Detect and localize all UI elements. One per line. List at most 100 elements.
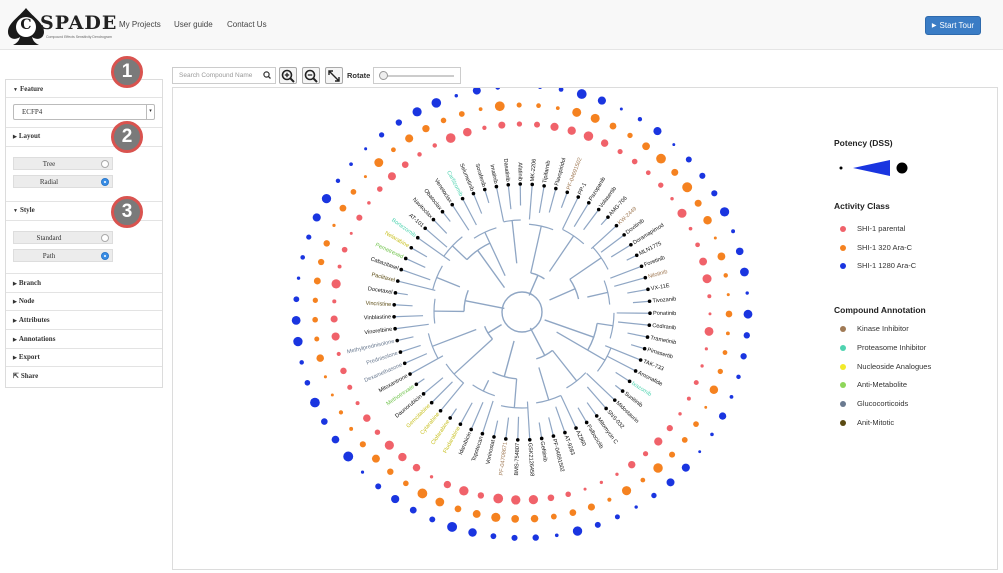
potency-dot[interactable] — [710, 385, 718, 393]
potency-dot[interactable] — [491, 533, 497, 539]
potency-dot[interactable] — [703, 216, 712, 225]
potency-dot[interactable] — [433, 143, 437, 147]
zoom-out-button[interactable] — [302, 67, 320, 84]
compound-label[interactable]: Tipifarnib — [542, 160, 552, 184]
potency-dot[interactable] — [727, 293, 730, 296]
potency-dot[interactable] — [677, 209, 686, 218]
leaf-node[interactable] — [628, 380, 632, 384]
leaf-node[interactable] — [648, 311, 652, 315]
potency-dot[interactable] — [312, 317, 318, 323]
potency-dot[interactable] — [511, 515, 519, 523]
leaf-node[interactable] — [635, 253, 639, 257]
potency-dot[interactable] — [640, 478, 645, 483]
feature-select[interactable]: ECFP4 ▾ — [13, 104, 155, 120]
leaf-node[interactable] — [629, 243, 633, 247]
potency-dot[interactable] — [413, 107, 422, 116]
leaf-node[interactable] — [492, 435, 496, 439]
start-tour-button[interactable]: ▶ Start Tour — [925, 16, 981, 35]
potency-dot[interactable] — [653, 463, 662, 472]
potency-dot[interactable] — [332, 332, 340, 340]
leaf-node[interactable] — [640, 264, 644, 268]
compound-label[interactable]: TAK-733 — [642, 359, 664, 373]
potency-dot[interactable] — [615, 473, 618, 476]
compound-label[interactable]: Afatinib — [516, 162, 522, 181]
potency-dot[interactable] — [417, 489, 427, 499]
potency-dot[interactable] — [430, 475, 433, 478]
leaf-node[interactable] — [604, 407, 608, 411]
potency-dot[interactable] — [694, 380, 699, 385]
leaf-node[interactable] — [439, 409, 443, 413]
potency-dot[interactable] — [670, 197, 673, 200]
potency-dot[interactable] — [591, 114, 600, 123]
annotations-section-header[interactable]: ▶Annotations — [6, 335, 162, 343]
potency-dot[interactable] — [717, 253, 725, 261]
potency-dot[interactable] — [730, 395, 734, 399]
share-section-header[interactable]: ⇱Share — [6, 372, 162, 380]
potency-dot[interactable] — [417, 152, 421, 156]
potency-dot[interactable] — [349, 427, 353, 431]
potency-dot[interactable] — [654, 437, 662, 445]
potency-dot[interactable] — [740, 353, 746, 359]
node-section-header[interactable]: ▶Node — [6, 297, 162, 305]
potency-dot[interactable] — [473, 88, 481, 95]
potency-dot[interactable] — [699, 258, 707, 266]
potency-dot[interactable] — [403, 481, 409, 487]
compound-label[interactable]: PF-04691502 — [551, 438, 565, 472]
potency-dot[interactable] — [324, 375, 327, 378]
leaf-node[interactable] — [392, 315, 396, 319]
compound-label[interactable]: Flavopiridol — [554, 157, 567, 186]
potency-dot[interactable] — [559, 88, 564, 92]
compound-label[interactable]: Docetaxel — [367, 286, 392, 296]
potency-dot[interactable] — [356, 401, 360, 405]
search-icon[interactable] — [263, 68, 271, 88]
potency-dot[interactable] — [711, 190, 717, 196]
leaf-node[interactable] — [554, 187, 558, 191]
potency-dot[interactable] — [321, 418, 328, 425]
potency-dot[interactable] — [628, 461, 635, 468]
potency-dot[interactable] — [656, 154, 666, 164]
potency-dot[interactable] — [740, 268, 749, 277]
potency-dot[interactable] — [573, 526, 582, 535]
potency-dot[interactable] — [306, 234, 311, 239]
potency-dot[interactable] — [463, 128, 472, 137]
leaf-node[interactable] — [530, 183, 534, 187]
potency-dot[interactable] — [517, 102, 522, 107]
compound-label[interactable]: Paclitaxel — [371, 272, 396, 284]
compound-label[interactable]: Nilotinib — [648, 269, 669, 280]
leaf-node[interactable] — [430, 401, 434, 405]
potency-dot[interactable] — [556, 106, 560, 110]
potency-dot[interactable] — [622, 486, 631, 495]
potency-dot[interactable] — [299, 360, 303, 364]
leaf-node[interactable] — [450, 203, 454, 207]
potency-dot[interactable] — [429, 516, 435, 522]
leaf-node[interactable] — [481, 432, 485, 436]
potency-dot[interactable] — [618, 149, 623, 154]
potency-dot[interactable] — [339, 410, 343, 414]
potency-dot[interactable] — [705, 347, 708, 350]
compound-label[interactable]: AT-9283 — [563, 435, 576, 457]
leaf-node[interactable] — [648, 323, 652, 327]
potency-dot[interactable] — [379, 132, 384, 137]
compound-label[interactable]: GSK2126458 — [526, 443, 534, 477]
potency-dot[interactable] — [689, 227, 693, 231]
leaf-node[interactable] — [597, 208, 601, 212]
potency-dot[interactable] — [402, 161, 409, 168]
compound-label[interactable]: Cabazitaxel — [370, 257, 400, 272]
compound-search-input[interactable]: Search Compound Name — [172, 67, 276, 84]
potency-dot[interactable] — [726, 311, 733, 318]
potency-dot[interactable] — [724, 273, 728, 277]
fit-to-screen-button[interactable] — [325, 67, 343, 84]
leaf-node[interactable] — [646, 335, 650, 339]
compound-label[interactable]: Foretinib — [643, 255, 665, 268]
potency-dot[interactable] — [572, 108, 581, 117]
potency-dot[interactable] — [336, 179, 340, 183]
potency-dot[interactable] — [511, 535, 517, 541]
leaf-node[interactable] — [394, 291, 398, 295]
leaf-node[interactable] — [639, 358, 643, 362]
leaf-node[interactable] — [432, 218, 436, 222]
potency-dot[interactable] — [473, 510, 481, 518]
potency-dot[interactable] — [314, 337, 319, 342]
potency-dot[interactable] — [682, 182, 692, 192]
potency-dot[interactable] — [746, 291, 749, 294]
nav-user-guide[interactable]: User guide — [174, 20, 213, 29]
